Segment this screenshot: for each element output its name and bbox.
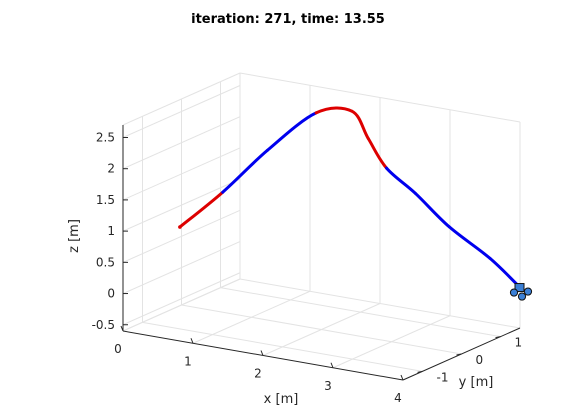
grid-line-x [262, 303, 381, 356]
trajectory-segment-highlight [314, 106, 354, 115]
robot-rotor [523, 287, 533, 296]
grid-edge [239, 72, 521, 123]
trajectory [178, 106, 522, 289]
robot-rotor [509, 288, 519, 297]
y-tick-mark [456, 353, 462, 356]
chart-title: iteration: 271, time: 13.55 [191, 12, 385, 27]
z-tick-label: 0 [107, 287, 115, 301]
robot-rotor [517, 292, 527, 301]
y-tick-mark [495, 336, 501, 339]
robot-marker [509, 283, 533, 301]
grid-line-x [332, 315, 451, 369]
x-tick-mark [120, 325, 124, 332]
x-tick-mark [400, 374, 404, 381]
trajectory-segment [413, 191, 451, 229]
robot-body [514, 283, 525, 293]
y-tick-mark [417, 370, 423, 373]
x-tick-label: 4 [394, 391, 402, 405]
trajectory-segment [385, 166, 417, 195]
grid-edge [122, 278, 241, 332]
z-tick-label: -0.5 [92, 318, 115, 332]
x-tick-label: 3 [324, 379, 332, 393]
x-tick-labels: 0 1 2 3 4 [114, 342, 402, 405]
x-tick-mark [260, 350, 264, 356]
y-tick-label: 1 [515, 336, 523, 350]
z-tick-label: 1 [107, 224, 115, 238]
z-tick-label: 2.5 [96, 130, 115, 144]
y-tick-labels: -1 0 1 [437, 336, 523, 385]
trajectory-start [178, 225, 182, 229]
z-tick-label: 1.5 [96, 193, 115, 207]
y-axis-label: y [m] [459, 375, 494, 390]
grid-edge [239, 278, 521, 329]
x-tick-label: 2 [254, 367, 262, 381]
grid-line-x [192, 290, 311, 344]
x-tick-label: 0 [114, 342, 122, 356]
trajectory-segment-highlight [350, 109, 370, 141]
z-axis-label: z [m] [67, 219, 82, 253]
y-tick-label: -1 [437, 370, 449, 384]
trajectory-segment-highlight [178, 190, 225, 229]
trajectory-segment [221, 148, 269, 194]
y-tick-label: 0 [476, 353, 484, 367]
trajectory-segment-highlight [366, 137, 389, 170]
x-tick-mark [190, 338, 194, 344]
grid-edge [122, 72, 241, 126]
x-tick-mark [330, 362, 334, 368]
z-tick-labels: -0.5 0 0.5 1 1.5 2 2.5 [92, 130, 115, 331]
trajectory-segment [265, 111, 318, 152]
axes [120, 125, 521, 381]
x-axis-label: x [m] [264, 392, 299, 407]
x-tick-label: 1 [184, 354, 192, 368]
z-tick-label: 0.5 [96, 255, 115, 269]
z-tick-label: 2 [107, 162, 115, 176]
trajectory-segment [447, 225, 492, 260]
